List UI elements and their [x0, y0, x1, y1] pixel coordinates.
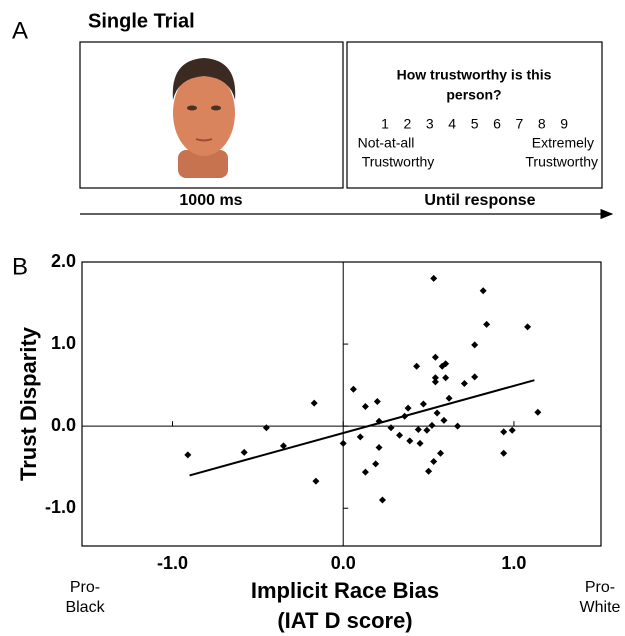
question-line: How trustworthy is this [397, 67, 552, 83]
annotation: Black [65, 599, 105, 616]
point [430, 274, 438, 282]
point [262, 424, 270, 432]
point [387, 424, 395, 432]
point [442, 374, 450, 382]
scale-number: 5 [471, 116, 479, 132]
annotation: Pro- [585, 579, 615, 596]
y-tick-label: -1.0 [45, 497, 76, 517]
high-anchor: Trustworthy [525, 154, 598, 170]
low-anchor: Trustworthy [362, 154, 435, 170]
scale-number: 9 [560, 116, 568, 132]
point [471, 373, 479, 381]
x-axis-title: Implicit Race Bias [251, 578, 439, 603]
point [361, 402, 369, 410]
annotation: Pro- [70, 579, 100, 596]
point [431, 353, 439, 361]
point [483, 320, 491, 328]
point [423, 426, 431, 434]
annotation: White [580, 599, 621, 616]
point [372, 460, 380, 468]
point [442, 360, 450, 368]
point [414, 425, 422, 433]
point [428, 421, 436, 429]
panel-label: A [12, 17, 28, 44]
point [479, 287, 487, 295]
scale-number: 3 [426, 116, 434, 132]
point [430, 457, 438, 465]
point [425, 467, 433, 475]
x-tick-label: 0.0 [331, 553, 356, 573]
point [349, 385, 357, 393]
scale-number: 6 [493, 116, 501, 132]
x-axis-title: (IAT D score) [277, 608, 412, 633]
point [279, 442, 287, 450]
point [433, 409, 441, 417]
scale-number: 2 [404, 116, 412, 132]
high-anchor: Extremely [532, 135, 594, 151]
x-tick-label: -1.0 [157, 553, 188, 573]
point [431, 374, 439, 382]
point [406, 437, 414, 445]
y-tick-label: 1.0 [51, 333, 76, 353]
point [500, 449, 508, 457]
point [534, 408, 542, 416]
point [375, 444, 383, 452]
scale-number: 8 [538, 116, 546, 132]
point [404, 404, 412, 412]
face [172, 58, 236, 178]
point [419, 400, 427, 408]
point [378, 496, 386, 504]
point [240, 448, 248, 456]
question-line: person? [446, 87, 501, 103]
point [440, 416, 448, 424]
panel-label: B [12, 253, 28, 280]
point [396, 431, 404, 439]
point [454, 422, 462, 430]
trial-title: Single Trial [88, 10, 195, 32]
point [310, 399, 318, 407]
point [312, 477, 320, 485]
point [431, 378, 439, 386]
y-axis-title: Trust Disparity [16, 326, 41, 481]
duration: Until response [424, 192, 535, 209]
point [524, 323, 532, 331]
point [500, 428, 508, 436]
point [356, 433, 364, 441]
point [437, 449, 445, 457]
rating-frame [346, 41, 603, 189]
point [508, 426, 516, 434]
scale-number: 1 [381, 116, 389, 132]
point [413, 362, 421, 370]
low-anchor: Not-at-all [358, 135, 415, 151]
trend-line [189, 379, 535, 477]
y-tick-label: 2.0 [51, 251, 76, 271]
duration: 1000 ms [179, 192, 242, 209]
point [373, 398, 381, 406]
point [471, 341, 479, 349]
scale-number: 7 [516, 116, 524, 132]
point [416, 439, 424, 447]
plot-frame [81, 261, 602, 547]
x-tick-label: 1.0 [501, 553, 526, 573]
point [184, 451, 192, 459]
face-frame [79, 41, 344, 189]
point [339, 439, 347, 447]
point [445, 394, 453, 402]
scale-number: 4 [448, 116, 456, 132]
y-tick-label: 0.0 [51, 415, 76, 435]
point [460, 379, 468, 387]
point [361, 468, 369, 476]
